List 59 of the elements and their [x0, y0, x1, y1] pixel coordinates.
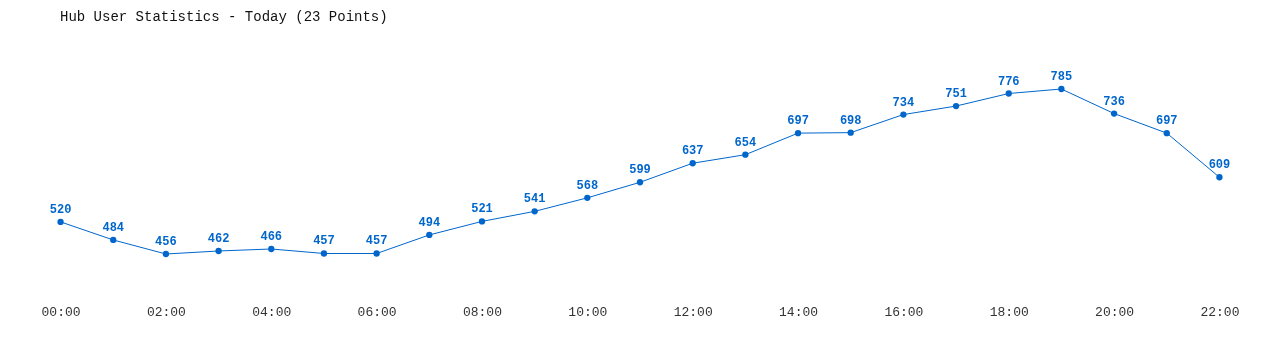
point: [110, 236, 117, 244]
x-tick-label: 14:00: [779, 304, 819, 320]
point: [478, 218, 486, 225]
data-label: 751: [945, 87, 967, 102]
point: [531, 208, 538, 215]
data-label: 462: [207, 231, 230, 246]
point: [952, 102, 960, 110]
x-tick-label: 00:00: [41, 304, 81, 320]
data-label: 609: [1208, 158, 1231, 173]
point: [584, 194, 591, 201]
data-label: 520: [49, 202, 72, 217]
data-label: 541: [523, 192, 546, 207]
point: [1110, 110, 1118, 117]
point: [1058, 85, 1065, 93]
point: [162, 250, 170, 258]
data-label: 568: [576, 178, 599, 193]
chart-title: Hub User Statistics - Today (23 Points): [60, 9, 388, 25]
point: [794, 129, 802, 137]
x-tick-label: 06:00: [357, 304, 397, 320]
x-tick-label: 18:00: [989, 304, 1029, 320]
data-label: 466: [260, 229, 283, 244]
point: [742, 151, 749, 158]
data-label: 776: [997, 74, 1020, 89]
point: [1005, 90, 1012, 97]
point: [1216, 174, 1223, 181]
data-label: 734: [892, 95, 915, 110]
point: [320, 250, 328, 257]
data-label: 456: [155, 235, 177, 249]
x-tick-label: 20:00: [1095, 304, 1135, 320]
data-label: 697: [1155, 114, 1178, 129]
point: [689, 160, 696, 167]
x-tick-label: 12:00: [673, 304, 713, 320]
x-tick-label: 08:00: [462, 304, 502, 320]
data-label: 637: [681, 144, 704, 159]
data-label: 599: [629, 163, 651, 178]
point: [57, 218, 64, 226]
data-label: 785: [1050, 70, 1073, 84]
point: [1163, 129, 1170, 137]
point: [215, 247, 222, 255]
x-tick-label: 04:00: [252, 304, 292, 320]
x-tick-label: 02:00: [146, 304, 186, 320]
x-tick-label: 22:00: [1200, 304, 1240, 320]
data-label: 457: [313, 234, 335, 249]
point: [900, 111, 907, 118]
data-label: 457: [365, 234, 388, 249]
x-tick-label: 10:00: [568, 304, 608, 320]
data-label: 697: [787, 114, 809, 129]
data-label: 736: [1103, 94, 1125, 109]
data-label: 698: [839, 113, 862, 128]
point: [847, 129, 854, 136]
data-label: 521: [471, 202, 493, 217]
data-label: 654: [734, 135, 757, 150]
data-label: 494: [418, 215, 441, 230]
x-tick-label: 16:00: [884, 304, 924, 320]
point: [636, 179, 644, 186]
point: [373, 250, 380, 257]
point: [268, 245, 275, 253]
data-label: 484: [102, 220, 125, 235]
point: [426, 231, 433, 239]
